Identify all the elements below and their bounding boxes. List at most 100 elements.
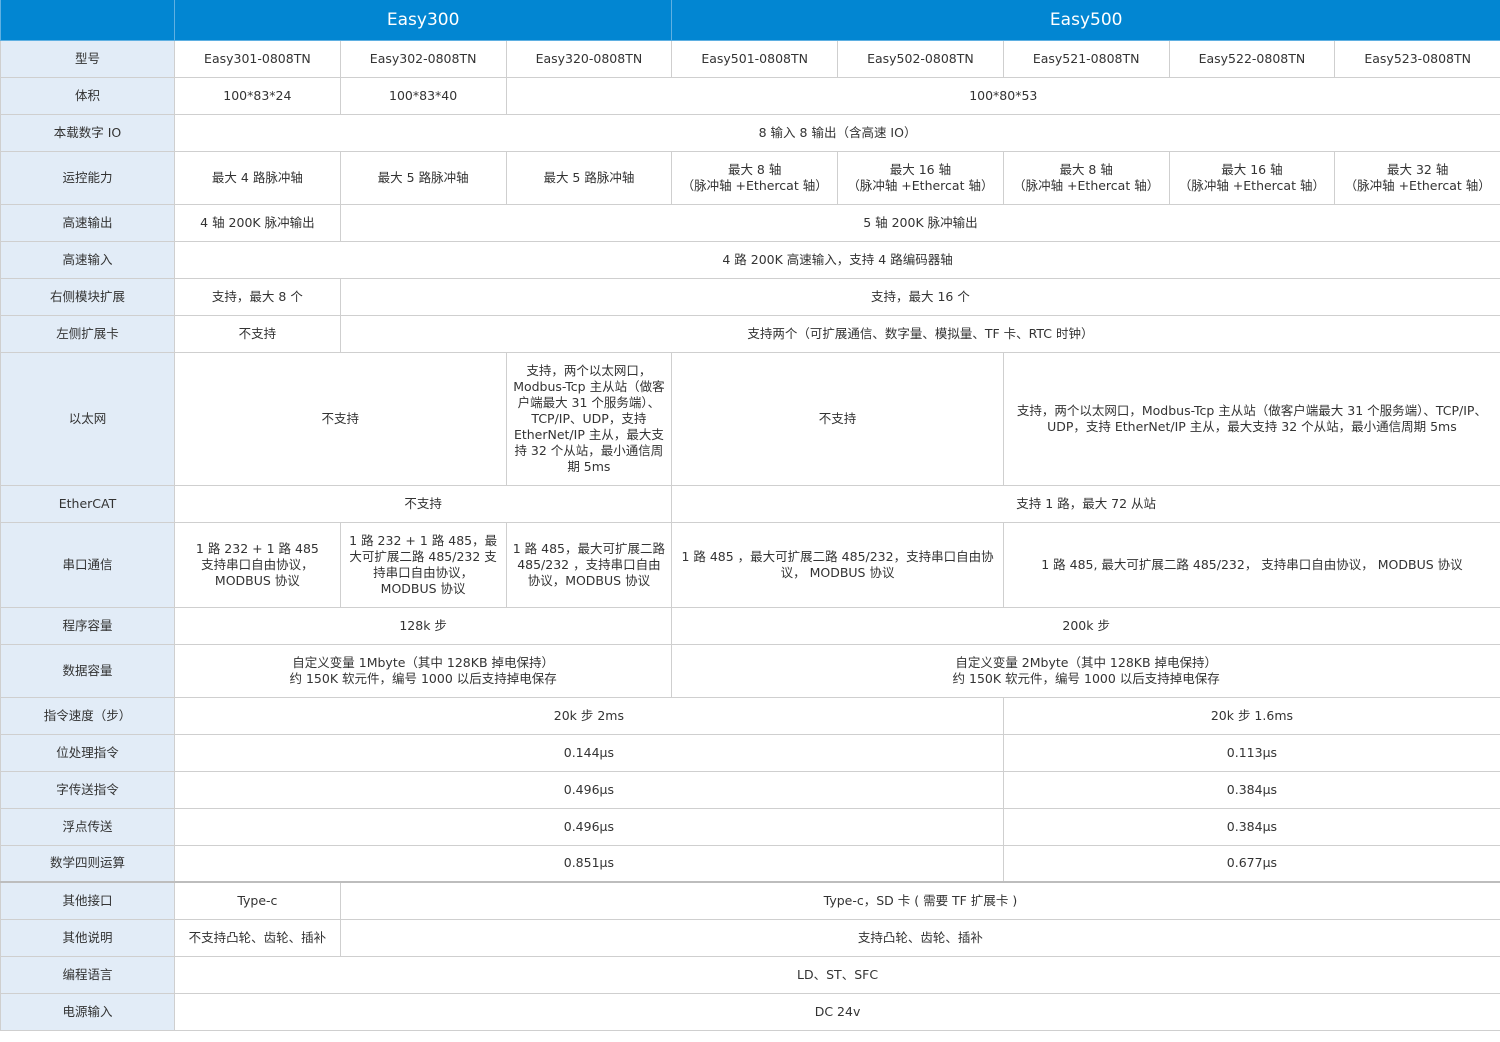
table-row: 其他接口 Type-c Type-c，SD 卡 ( 需要 TF 扩展卡 ) [0,881,1500,920]
row-label: 浮点传送 [0,807,175,846]
spec-cell: Type-c [174,881,341,920]
spec-cell: Easy522-0808TN [1168,39,1336,78]
spec-cell: 支持，最大 16 个 [339,277,1500,316]
spec-cell: 0.144μs [174,733,1004,772]
table-row: 左侧扩展卡 不支持 支持两个（可扩展通信、数字量、模拟量、TF 卡、RTC 时钟） [0,314,1500,353]
table-row: 其他说明 不支持凸轮、齿轮、插补 支持凸轮、齿轮、插补 [0,918,1500,957]
spec-cell: 不支持 [671,351,1004,486]
table-row: 右侧模块扩展 支持，最大 8 个支持，最大 16 个 [0,277,1500,316]
spec-cell: 1 路 485, 最大可扩展二路 485/232， 支持串口自由协议， MODB… [1002,521,1500,608]
spec-cell: 0.496μs [174,770,1004,809]
spec-cell: DC 24v [173,992,1500,1031]
row-label: 以太网 [0,351,175,486]
spec-cell: 20k 步 1.6ms [1002,696,1500,735]
spec-cell: 最大 16 轴 （脉冲轴 +Ethercat 轴） [1168,150,1336,205]
spec-cell: 支持两个（可扩展通信、数字量、模拟量、TF 卡、RTC 时钟） [339,314,1500,353]
spec-cell: 0.677μs [1002,844,1500,883]
row-label: EtherCAT [0,484,175,523]
spec-cell: 最大 32 轴 （脉冲轴 +Ethercat 轴） [1334,150,1500,205]
spec-cell: 4 轴 200K 脉冲输出 [174,203,341,242]
spec-cell: Easy302-0808TN [339,39,507,78]
spec-cell: 支持凸轮、齿轮、插补 [339,918,1500,957]
table-row: 字传送指令 0.496μs 0.384μs [0,770,1500,809]
spec-cell: 支持，最大 8 个 [174,277,341,316]
spec-cell: 1 路 485，最大可扩展二路 485/232 ，支持串口自由协议，MODBUS… [505,521,673,608]
row-label: 数据容量 [0,643,175,698]
table-row: 指令速度（步） 20k 步 2ms 20k 步 1.6ms [0,696,1500,735]
spec-cell: 200k 步 [671,606,1500,645]
spec-cell: 最大 8 轴 （脉冲轴 +Ethercat 轴） [1002,150,1170,205]
spec-cell: 1 路 232 + 1 路 485，最大可扩展二路 485/232 支持串口自由… [339,521,507,608]
spec-cell: Easy320-0808TN [505,39,673,78]
spec-cell: 20k 步 2ms [174,696,1004,735]
row-label: 编程语言 [0,955,175,994]
row-label: 电源输入 [0,992,175,1031]
header-corner [0,0,175,41]
table-row: 电源输入 DC 24v [0,992,1500,1031]
spec-cell: 100*83*40 [339,76,507,115]
row-label: 其他接口 [0,881,175,920]
spec-cell: 0.851μs [174,844,1004,883]
spec-cell: LD、ST、SFC [173,955,1500,994]
row-label: 高速输出 [0,203,175,242]
spec-cell: 1 路 232 + 1 路 485 支持串口自由协议， MODBUS 协议 [174,521,341,608]
spec-cell: 不支持 [173,484,673,523]
table-row: 数据容量 自定义变量 1Mbyte（其中 128KB 掉电保持） 约 150K 软… [0,643,1500,698]
spec-cell: Easy523-0808TN [1334,39,1500,78]
row-label: 左侧扩展卡 [0,314,175,353]
spec-cell: 最大 8 轴 （脉冲轴 +Ethercat 轴） [671,150,839,205]
row-label: 位处理指令 [0,733,175,772]
spec-cell: Easy501-0808TN [671,39,839,78]
table-row: 程序容量 128k 步 200k 步 [0,606,1500,645]
row-label: 型号 [0,39,175,78]
spec-cell: 不支持凸轮、齿轮、插补 [174,918,341,957]
spec-cell: 支持，两个以太网口，Modbus-Tcp 主从站（做客户端最大 31 个服务端）… [505,351,673,486]
table-row: 运控能力 最大 4 路脉冲轴 最大 5 路脉冲轴 最大 5 路脉冲轴 最大 8 轴 （脉… [0,150,1500,205]
spec-cell: Easy301-0808TN [174,39,341,78]
row-label: 本载数字 IO [0,113,175,152]
table-row: 编程语言 LD、ST、SFC [0,955,1500,994]
spec-cell: 最大 5 路脉冲轴 [339,150,507,205]
spec-cell: 不支持 [174,314,341,353]
spec-cell: 100*83*24 [174,76,341,115]
series-header: Easy500 [671,0,1500,41]
spec-cell: 自定义变量 2Mbyte（其中 128KB 掉电保持） 约 150K 软元件，编… [671,643,1500,698]
header-row: Easy300 Easy500 [0,0,1500,41]
row-label: 体积 [0,76,175,115]
spec-cell: 最大 4 路脉冲轴 [174,150,341,205]
table-row: 本载数字 IO 8 输入 8 输出（含高速 IO） [0,113,1500,152]
table-row: 浮点传送 0.496μs 0.384μs [0,807,1500,846]
table-row: 高速输出 4 轴 200K 脉冲输出 5 轴 200K 脉冲输出 [0,203,1500,242]
row-label: 字传送指令 [0,770,175,809]
spec-cell: 0.496μs [174,807,1004,846]
row-label: 其他说明 [0,918,175,957]
spec-cell: 100*80*53 [505,76,1500,115]
spec-cell: 支持，两个以太网口，Modbus-Tcp 主从站（做客户端最大 31 个服务端）… [1002,351,1500,486]
spec-cell: 不支持 [174,351,507,486]
table-row: 串口通信 1 路 232 + 1 路 485 支持串口自由协议， MODBUS 协… [0,521,1500,608]
spec-cell: 5 轴 200K 脉冲输出 [339,203,1500,242]
table-row: 高速输入 4 路 200K 高速输入，支持 4 路编码器轴 [0,240,1500,279]
row-label: 指令速度（步） [0,696,175,735]
spec-cell: 支持 1 路，最大 72 从站 [671,484,1500,523]
table-row: 体积 100*83*24 100*83*40 100*80*53 [0,76,1500,115]
row-label: 高速输入 [0,240,175,279]
table-row: 位处理指令 0.144μs 0.113μs [0,733,1500,772]
spec-cell: 1 路 485 ，最大可扩展二路 485/232，支持串口自由协议， MODBU… [671,521,1004,608]
spec-cell: 最大 16 轴 （脉冲轴 +Ethercat 轴） [837,150,1004,205]
series-header: Easy300 [173,0,673,41]
spec-cell: 8 输入 8 输出（含高速 IO） [173,113,1500,152]
row-label: 串口通信 [0,521,175,608]
row-label: 运控能力 [0,150,175,205]
spec-cell: 0.384μs [1002,807,1500,846]
spec-cell: Easy502-0808TN [837,39,1004,78]
table-row: EtherCAT 不支持 支持 1 路，最大 72 从站 [0,484,1500,523]
spec-cell: Type-c，SD 卡 ( 需要 TF 扩展卡 ) [339,881,1500,920]
table-row: 型号 Easy301-0808TN Easy302-0808TN Easy320-08… [0,39,1500,78]
row-label: 右侧模块扩展 [0,277,175,316]
row-label: 数学四则运算 [0,844,175,883]
table-row: 以太网 不支持 支持，两个以太网口，Modbus-Tcp 主从站（做客户端最大 31… [0,351,1500,486]
spec-cell: 自定义变量 1Mbyte（其中 128KB 掉电保持） 约 150K 软元件，编… [173,643,673,698]
row-label: 程序容量 [0,606,175,645]
